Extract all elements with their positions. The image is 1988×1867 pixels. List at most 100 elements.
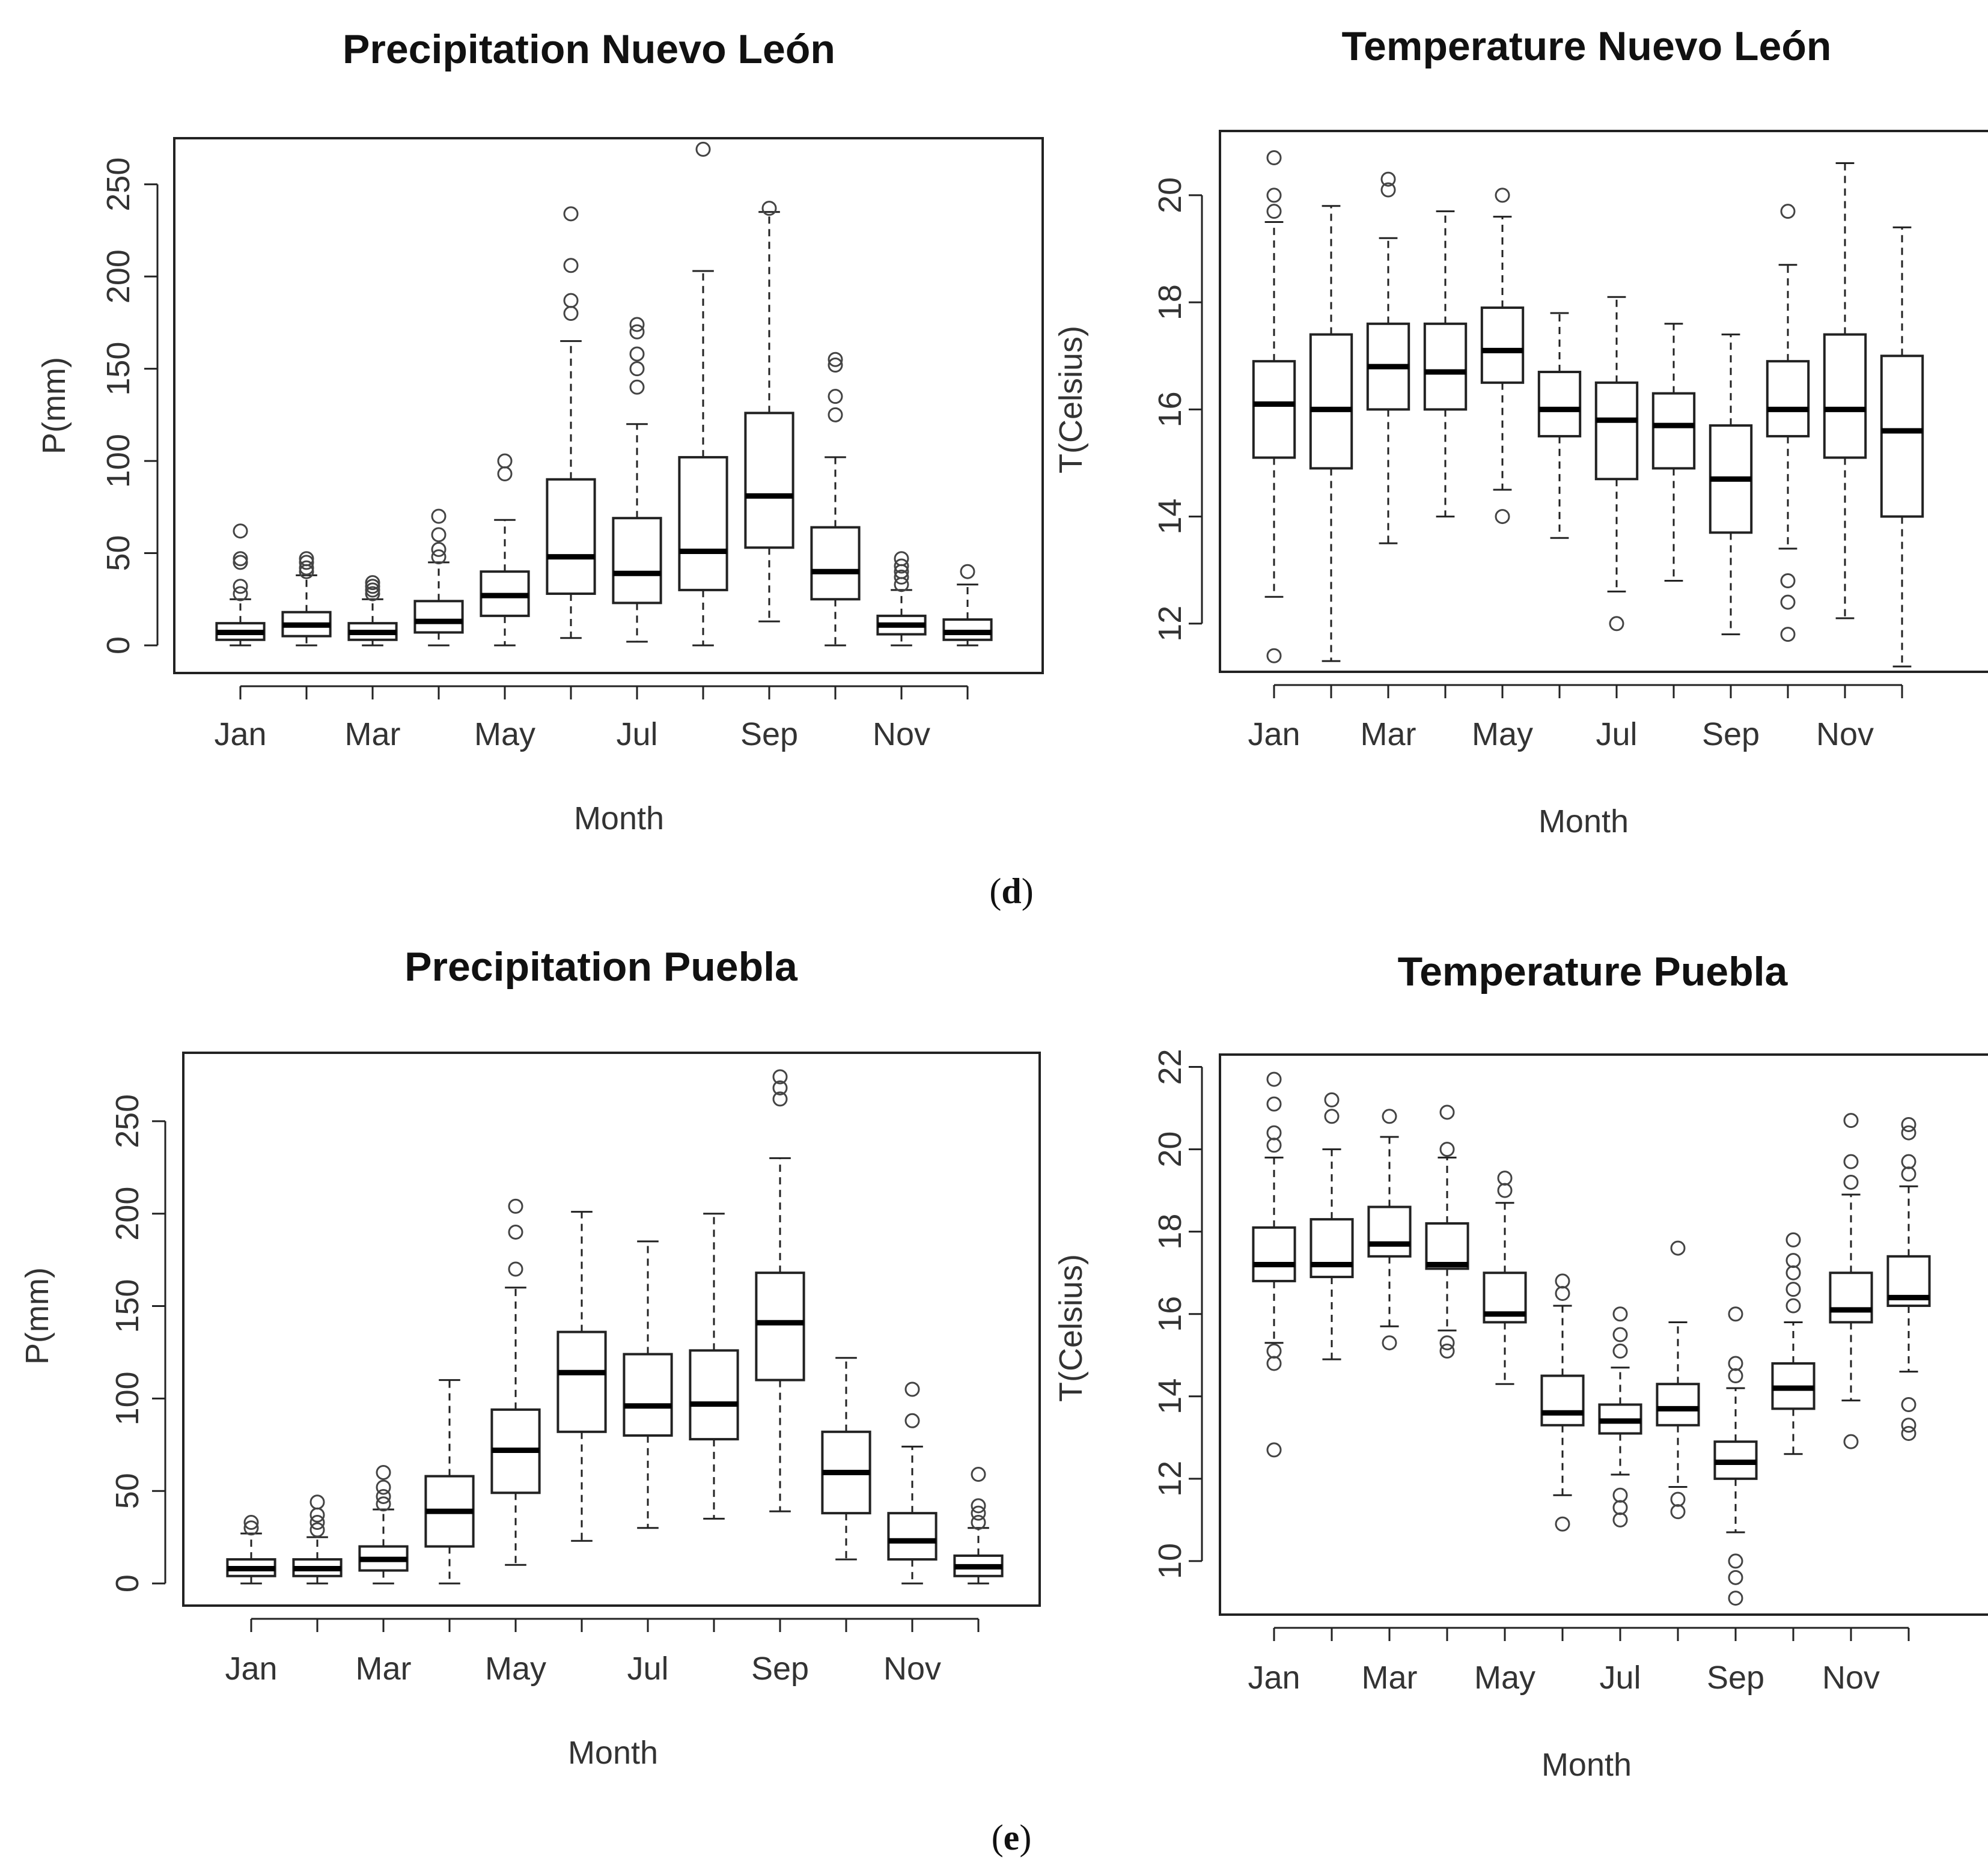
outlier-point [365,586,380,602]
iqr-box [1309,333,1353,470]
box-jul [612,317,662,643]
outlier-point [1728,1306,1743,1322]
box-sep [755,1069,805,1512]
y-axis-label: T(Celsius) [1053,326,1089,474]
chart-title: Precipitation Nuevo León [343,26,835,72]
x-tick-label: Jul [1596,716,1637,752]
outlier-point [1380,171,1396,187]
outlier-point [1843,1174,1859,1190]
panel-label-e-close: ) [1019,1818,1031,1857]
x-tick-label: Jan [1248,716,1300,752]
box-series [226,1069,1004,1585]
outlier-point [904,1381,920,1397]
x-tick-label: May [485,1651,546,1687]
plot-frame [182,1052,1041,1607]
y-tick-label: 250 [100,157,136,212]
outlier-point [563,293,579,308]
y-axis: 0 50 100 150 200 250 [100,157,159,654]
iqr-box [1252,1226,1296,1282]
outlier-point [761,201,777,216]
outlier-point [1612,1343,1628,1359]
outlier-point [772,1080,788,1095]
box-may [480,453,530,647]
outlier-point [563,306,579,321]
outlier-point [1495,187,1510,203]
outlier-point [828,352,843,367]
outlier-point [1555,1273,1570,1289]
outlier-point [365,579,380,594]
box-nov [1823,162,1867,620]
box-jan [215,523,266,647]
outlier-point [1439,1104,1455,1120]
outlier-point [1497,1171,1513,1186]
box-apr [413,508,464,647]
iqr-box [1829,1272,1873,1324]
box-jul [1594,296,1639,632]
outlier-point [1324,1109,1340,1124]
x-tick-label: Mar [345,716,401,752]
iqr-box [1367,1205,1412,1258]
outlier-point [1555,1516,1570,1532]
outlier-point [233,579,248,594]
x-axis: Jan Mar May Jul Sep Nov [1248,684,1903,752]
outlier-point [1612,1500,1628,1515]
plot-frame [1219,1053,1988,1616]
iqr-box [1651,392,1696,470]
iqr-box [1423,322,1468,411]
outlier-point [1728,1591,1743,1606]
x-axis: Jan Mar May Jul Sep Nov [214,685,969,752]
outlier-point [828,357,843,373]
outlier-point [1612,1487,1628,1503]
x-tick-label: Jan [214,716,266,752]
x-tick-label: Sep [1702,716,1760,752]
box-aug [678,141,728,647]
outlier-point [629,317,645,332]
outlier-point [1612,1512,1628,1527]
chart-precipitation-puebla: Precipitation Puebla 0 50 100 150 200 250 Jan… [19,944,1041,1771]
box-jul [1598,1306,1642,1527]
box-mar [347,575,398,647]
outlier-point [1843,1154,1859,1169]
y-tick-label: 200 [109,1187,145,1241]
box-jul [623,1240,673,1529]
outlier-point [1266,1071,1282,1087]
box-mar [1367,1109,1412,1351]
outlier-point [1728,1570,1743,1585]
box-series [1252,1071,1931,1606]
outlier-point [299,555,314,570]
y-tick-label: 20 [1152,1131,1188,1168]
chart-temperature-nuevo-leon: Temperature Nuevo León 12 14 16 18 20 Jan Mar… [1053,23,1988,839]
iqr-box [1480,306,1525,384]
outlier-point [971,1505,986,1521]
outlier-point [828,407,843,422]
y-tick-label: 150 [109,1279,145,1333]
outlier-point [629,361,645,377]
x-tick-label: May [1472,716,1533,752]
y-tick-label: 16 [1152,1296,1188,1332]
plot-frame [173,137,1044,674]
iqr-box [1252,360,1296,459]
outlier-point [1901,1166,1916,1182]
box-series [1252,150,1924,668]
outlier-point [497,466,513,482]
outlier-point [431,527,447,543]
x-tick-label: Mar [1361,716,1416,752]
y-tick-label: 200 [100,249,136,303]
x-tick-label: Sep [1707,1660,1764,1696]
y-tick-label: 14 [1152,1378,1188,1415]
outlier-point [1785,1265,1801,1281]
outlier-point [309,1515,325,1530]
outlier-point [971,1515,986,1530]
box-feb [1310,1092,1354,1360]
outlier-point [1382,1335,1397,1351]
x-tick-label: Jan [225,1651,277,1687]
outlier-point [894,558,909,574]
outlier-point [1901,1425,1916,1441]
box-mar [358,1464,409,1585]
outlier-point [772,1069,788,1085]
x-tick-label: Sep [740,716,798,752]
box-dec [1886,1117,1931,1441]
y-tick-label: 0 [100,636,136,654]
outlier-point [497,453,513,469]
